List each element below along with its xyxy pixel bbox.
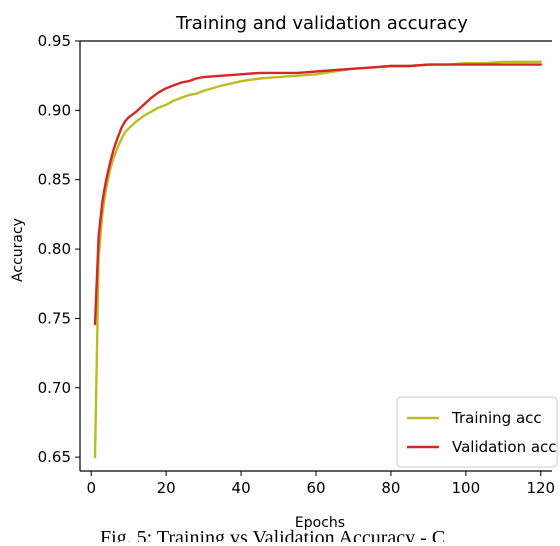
y-tick-label: 0.75 (38, 309, 71, 327)
y-tick-label: 0.85 (38, 171, 71, 189)
y-tick-label: 0.70 (38, 379, 71, 397)
x-tick-label: 20 (157, 479, 176, 497)
y-tick-label: 0.90 (38, 101, 71, 119)
x-tick-label: 0 (86, 479, 96, 497)
legend-label: Validation acc (452, 438, 557, 456)
y-axis-label: Accuracy (10, 218, 26, 282)
legend-label: Training acc (451, 409, 542, 427)
chart-title: Training and validation accuracy (175, 13, 468, 34)
x-tick-label: 60 (306, 479, 325, 497)
legend-box (396, 396, 558, 468)
x-tick-label: 40 (232, 479, 251, 497)
series-line-validation-acc (93, 63, 542, 326)
figure-caption: Fig. 5: Training vs Validation Accuracy … (100, 527, 445, 542)
x-axis-label: Epochs (295, 515, 345, 531)
x-tick-label: 100 (452, 479, 481, 497)
y-tick-label: 0.65 (38, 448, 71, 466)
y-tick-label: 0.95 (38, 32, 71, 50)
y-tick-label: 0.80 (38, 240, 71, 258)
x-tick-label: 120 (526, 479, 555, 497)
x-tick-label: 80 (381, 479, 400, 497)
